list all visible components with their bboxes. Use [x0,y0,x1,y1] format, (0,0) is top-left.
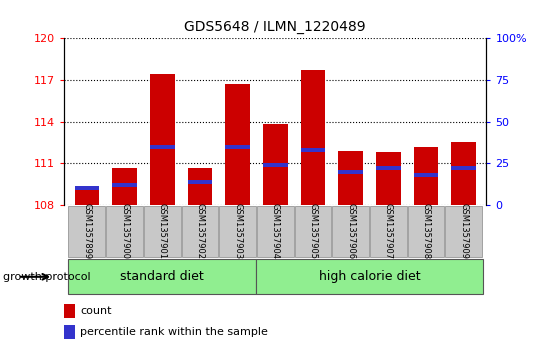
Bar [188,167,212,205]
Bar [452,143,476,205]
Text: growth protocol: growth protocol [3,272,91,282]
Bar [64,325,75,339]
Bar [188,180,212,184]
Text: GSM1357907: GSM1357907 [384,203,393,260]
Text: GSM1357908: GSM1357908 [421,203,430,260]
FancyBboxPatch shape [408,205,444,257]
Text: GSM1357902: GSM1357902 [196,203,205,260]
Text: GSM1357909: GSM1357909 [459,203,468,260]
Bar [338,170,363,174]
Bar [376,166,401,171]
Text: GSM1357903: GSM1357903 [233,203,242,260]
Text: GSM1357901: GSM1357901 [158,203,167,260]
FancyBboxPatch shape [182,205,219,257]
Text: standard diet: standard diet [120,270,204,283]
FancyBboxPatch shape [219,205,256,257]
Bar [376,152,401,205]
Bar [225,84,250,205]
FancyBboxPatch shape [446,205,482,257]
Bar [414,147,438,205]
Bar [150,74,174,205]
Text: GSM1357904: GSM1357904 [271,203,280,260]
Bar [112,167,137,205]
FancyBboxPatch shape [332,205,369,257]
FancyBboxPatch shape [257,259,482,294]
Text: GSM1357905: GSM1357905 [309,203,318,260]
FancyBboxPatch shape [370,205,407,257]
Bar [75,186,99,191]
Title: GDS5648 / ILMN_1220489: GDS5648 / ILMN_1220489 [184,20,366,34]
Text: GSM1357899: GSM1357899 [82,203,91,260]
Bar [64,304,75,318]
FancyBboxPatch shape [295,205,331,257]
Bar [301,70,325,205]
Bar [338,151,363,205]
FancyBboxPatch shape [68,259,257,294]
Text: percentile rank within the sample: percentile rank within the sample [80,327,268,337]
Bar [414,173,438,177]
Bar [150,144,174,149]
Text: GSM1357900: GSM1357900 [120,203,129,260]
FancyBboxPatch shape [144,205,181,257]
Bar [263,163,287,167]
Bar [112,183,137,187]
Bar [263,125,287,205]
Bar [301,148,325,152]
FancyBboxPatch shape [106,205,143,257]
FancyBboxPatch shape [68,205,105,257]
Text: count: count [80,306,112,316]
Bar [225,144,250,149]
Bar [452,166,476,171]
Text: high calorie diet: high calorie diet [319,270,420,283]
FancyBboxPatch shape [257,205,293,257]
Text: GSM1357906: GSM1357906 [346,203,355,260]
Bar [75,187,99,205]
